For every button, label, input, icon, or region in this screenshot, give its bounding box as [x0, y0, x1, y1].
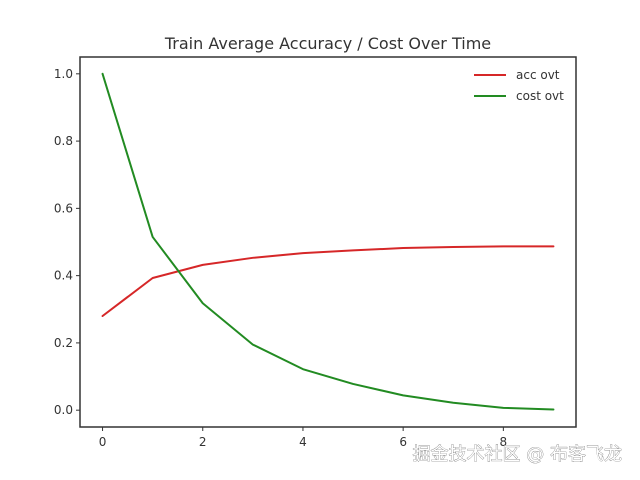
legend-label: acc ovt [516, 68, 560, 82]
x-tick-label: 8 [500, 435, 508, 449]
x-tick-label: 0 [99, 435, 107, 449]
y-axis-ticks: 0.0 0.2 0.4 0.6 0.8 1.0 [54, 67, 80, 417]
y-tick-label: 0.4 [54, 269, 73, 283]
y-tick-label: 0.6 [54, 201, 73, 215]
legend: acc ovt cost ovt [474, 68, 564, 103]
x-tick-label: 2 [199, 435, 207, 449]
series-group [101, 72, 555, 411]
x-tick-label: 6 [399, 435, 407, 449]
x-tick-label: 4 [299, 435, 307, 449]
chart-title: Train Average Accuracy / Cost Over Time [164, 34, 491, 53]
y-tick-label: 1.0 [54, 67, 73, 81]
y-tick-label: 0.8 [54, 134, 73, 148]
y-tick-label: 0.0 [54, 403, 73, 417]
x-axis-ticks: 0 2 4 6 8 [99, 427, 507, 449]
series-line-cost-ovt [101, 72, 555, 411]
y-tick-label: 0.2 [54, 336, 73, 350]
legend-label: cost ovt [516, 89, 564, 103]
plot-frame [79, 56, 577, 428]
watermark: 掘金技术社区 @ 布客飞龙 [413, 444, 622, 465]
